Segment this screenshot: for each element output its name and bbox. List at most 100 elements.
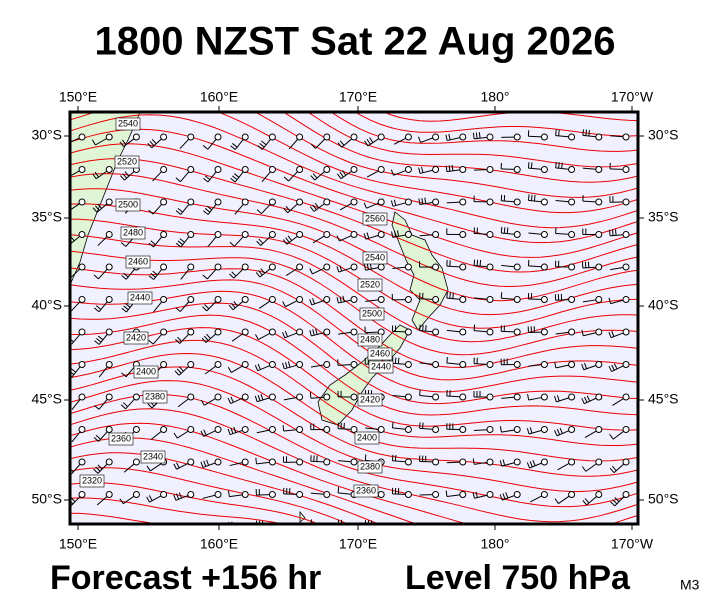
barb-flag [609,434,614,440]
barb-flag [94,340,100,345]
barb [149,528,161,533]
barb-flag [314,202,320,209]
barb-flag [227,397,232,404]
barb [229,429,243,436]
barb-flag [505,492,509,499]
barb-flag [282,332,286,338]
barb-flag [203,177,209,183]
station [323,263,331,271]
barb [473,363,488,365]
barb-flag [394,230,397,237]
station [513,361,521,368]
barb-flag [122,528,125,533]
barb-flag [148,339,154,345]
contour-label: 2440 [130,292,150,302]
barb [71,399,81,410]
barb-flag [472,492,475,499]
barb-flag [366,263,369,270]
station [540,426,548,433]
barb [528,364,542,367]
contour-label: 2340 [143,451,163,461]
station [160,426,168,433]
barb [149,495,162,503]
barb [366,202,379,209]
barb-flag [202,145,209,150]
contour-line [70,339,638,446]
barb-flag [230,177,236,183]
barb [152,203,163,215]
contour-label-box [79,474,105,488]
barb [420,137,433,143]
barb [204,365,216,375]
barb [206,268,217,280]
contour-label: 2520 [117,156,137,166]
contour-line [70,158,638,273]
barb-flag [581,329,584,336]
barb-flag [555,533,559,538]
barb [311,525,324,526]
barb [285,300,298,308]
contour-label: 2400 [357,432,377,442]
barb-flag [282,301,286,307]
contour-label: 2560 [365,213,385,223]
station [296,231,304,238]
barb [446,494,460,497]
station [377,426,385,433]
barb-flag [177,207,183,213]
station [540,361,548,368]
barb-flag [148,275,154,280]
station [296,458,304,466]
barb [338,331,352,335]
station [622,133,630,141]
barb-flag [312,204,317,211]
barb-flag [337,486,340,493]
station [486,263,494,271]
barb [446,362,460,365]
station [404,393,412,401]
barb [582,134,596,138]
barb-flag [587,530,591,534]
barb [261,171,271,182]
barb-flag [204,304,210,310]
lat-label: 45°S [648,391,679,407]
lat-label: 35°S [648,209,679,225]
barb-flag [95,434,101,440]
barb-flag [339,171,344,178]
barb-flag [582,500,588,506]
barb-flag [612,499,618,505]
contour-label-box [357,460,383,474]
contour-line [70,408,638,523]
station [268,491,276,498]
barb [310,396,324,399]
station [241,426,249,433]
barb [150,463,162,472]
barb-flag [556,395,560,402]
station [432,328,440,336]
station [459,426,467,433]
station [132,491,140,498]
barb [610,299,624,305]
barb-flag [611,465,617,471]
station [568,491,576,498]
station [377,263,385,271]
station [622,393,630,401]
barb [284,526,297,527]
station [404,296,412,303]
barb [610,135,624,138]
barb [392,394,406,398]
barb [234,139,244,150]
barb-flag [555,161,557,168]
station [241,263,249,271]
barb-flag [284,330,288,337]
lon-label: 170°W [611,536,654,552]
station [296,328,304,336]
barb-flag [529,461,533,468]
barb-flag [285,237,290,243]
station [432,361,440,368]
barb-flag [610,501,616,507]
barb [337,364,352,366]
barb-flag [530,194,533,201]
barb [587,529,596,538]
station [214,458,222,466]
station [459,263,467,271]
